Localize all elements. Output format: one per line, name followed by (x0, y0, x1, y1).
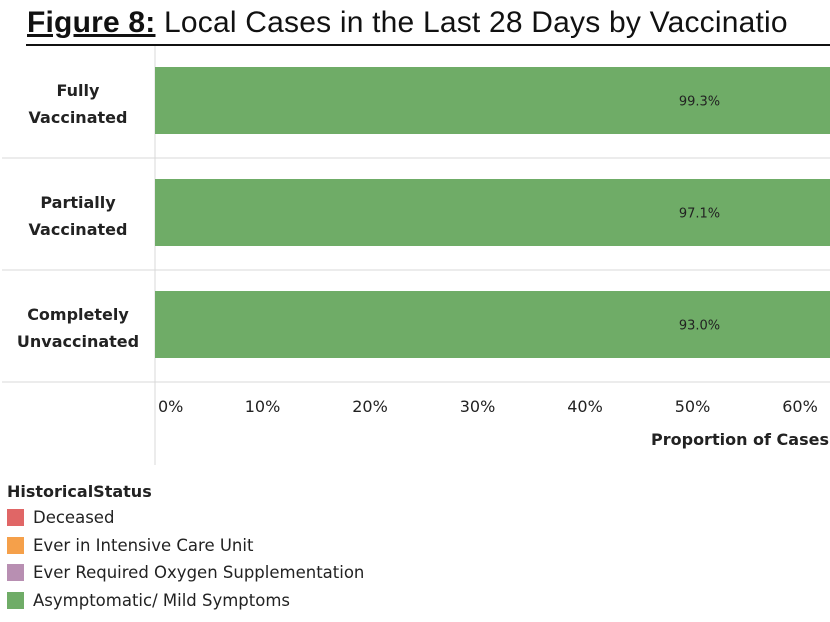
x-tick-label: 0% (158, 397, 183, 416)
legend-swatch (7, 564, 24, 582)
legend-item: Ever Required Oxygen Supplementation (7, 559, 364, 587)
category-label: Fully Vaccinated (29, 81, 128, 127)
legend-item: Ever in Intensive Care Unit (7, 532, 364, 560)
figure-number: Figure 8: (27, 6, 156, 39)
x-tick-label: 60% (782, 397, 818, 416)
figure-title-text: Local Cases in the Last 28 Days by Vacci… (155, 6, 788, 39)
bar-segment (155, 291, 830, 358)
bar-segment (155, 179, 830, 246)
x-tick-label: 30% (460, 397, 496, 416)
legend-swatch (7, 591, 24, 609)
title-underline-rule (26, 44, 830, 46)
figure-title: Figure 8: Local Cases in the Last 28 Day… (27, 6, 788, 40)
x-axis-title: Proportion of Cases (651, 430, 829, 449)
data-label: 99.3% (679, 95, 720, 110)
x-tick-label: 40% (567, 397, 603, 416)
legend-label: Deceased (33, 508, 115, 528)
data-label: 97.1% (679, 207, 720, 222)
data-label: 93.0% (679, 319, 720, 334)
category-label-line: Unvaccinated (17, 332, 139, 351)
legend-items: Deceased Ever in Intensive Care Unit Ever … (7, 504, 364, 614)
x-tick-label: 50% (675, 397, 711, 416)
legend-label: Asymptomatic/ Mild Symptoms (33, 590, 291, 610)
legend-swatch (7, 536, 24, 554)
x-tick-label: 10% (245, 397, 281, 416)
legend-item: Deceased (7, 504, 364, 532)
legend-swatch (7, 509, 24, 527)
category-label-line: Vaccinated (29, 220, 128, 239)
legend: HistoricalStatus Deceased Ever in Intensi… (7, 482, 364, 614)
legend-label: Ever Required Oxygen Supplementation (33, 563, 365, 583)
category-label: Partially Vaccinated (29, 193, 128, 239)
legend-item: Asymptomatic/ Mild Symptoms (7, 587, 364, 615)
legend-label: Ever in Intensive Care Unit (33, 535, 254, 555)
bar-chart: Fully Vaccinated 99.3% Partially Vaccinated 9… (2, 46, 830, 465)
bar-segment (155, 67, 830, 134)
x-tick-label: 20% (352, 397, 388, 416)
category-label-line: Partially (40, 193, 116, 212)
legend-title: HistoricalStatus (7, 482, 152, 501)
category-label: Completely Unvaccinated (17, 305, 139, 351)
category-label-line: Fully (57, 81, 100, 100)
category-label-line: Vaccinated (29, 108, 128, 127)
category-label-line: Completely (27, 305, 129, 324)
